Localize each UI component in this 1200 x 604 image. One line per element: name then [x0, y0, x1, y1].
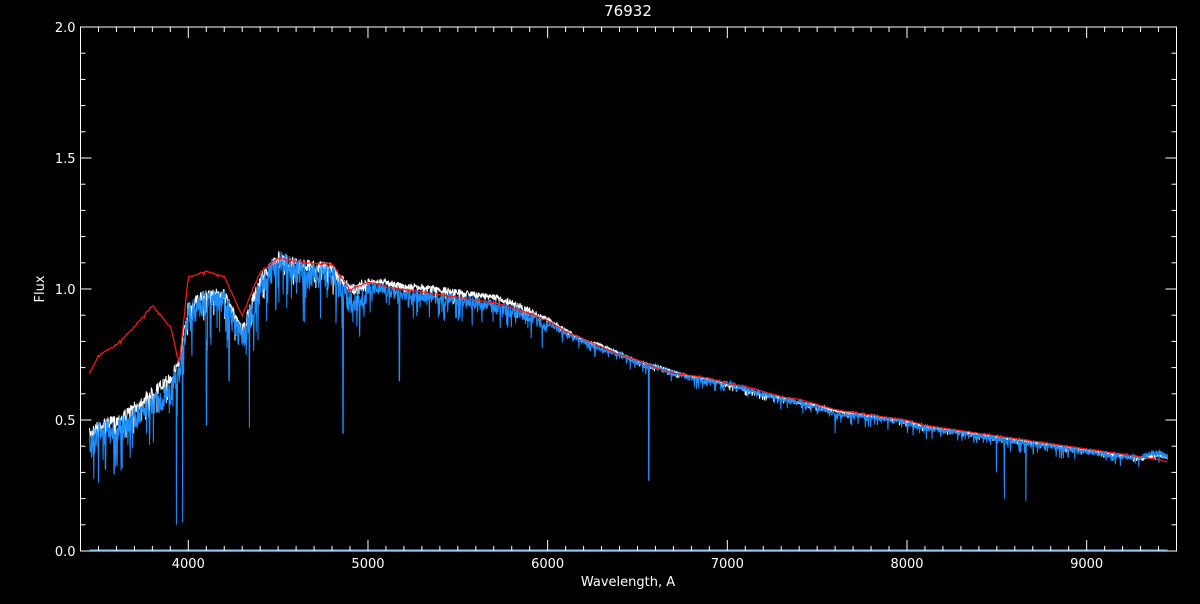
- spectrum-series-2: [88, 257, 1168, 463]
- y-tick-label: 0.5: [55, 414, 76, 429]
- x-tick-label: 5000: [351, 557, 384, 572]
- x-tick-label: 4000: [172, 557, 205, 572]
- y-tick-label: 1.5: [55, 152, 76, 167]
- y-tick-label: 0.0: [55, 545, 76, 560]
- spectrum-series-1: [89, 251, 1168, 525]
- x-tick-label: 7000: [711, 557, 744, 572]
- y-axis-label: Flux: [33, 275, 48, 302]
- axes-layer: 4000 5000 6000 7000 8000 9000 0.0 0.5 1.0 1.5 2.0: [55, 21, 1177, 572]
- x-axis-label: Wavelength, A: [581, 575, 675, 590]
- x-tick-label: 9000: [1070, 557, 1103, 572]
- x-tick-label: 6000: [531, 557, 564, 572]
- plot-frame: [80, 26, 1177, 552]
- x-tick-label: 8000: [890, 557, 923, 572]
- y-tick-label: 2.0: [55, 21, 76, 36]
- y-tick-label: 1.0: [55, 283, 76, 298]
- series-layer: [88, 250, 1168, 551]
- chart-title: 76932: [604, 2, 652, 20]
